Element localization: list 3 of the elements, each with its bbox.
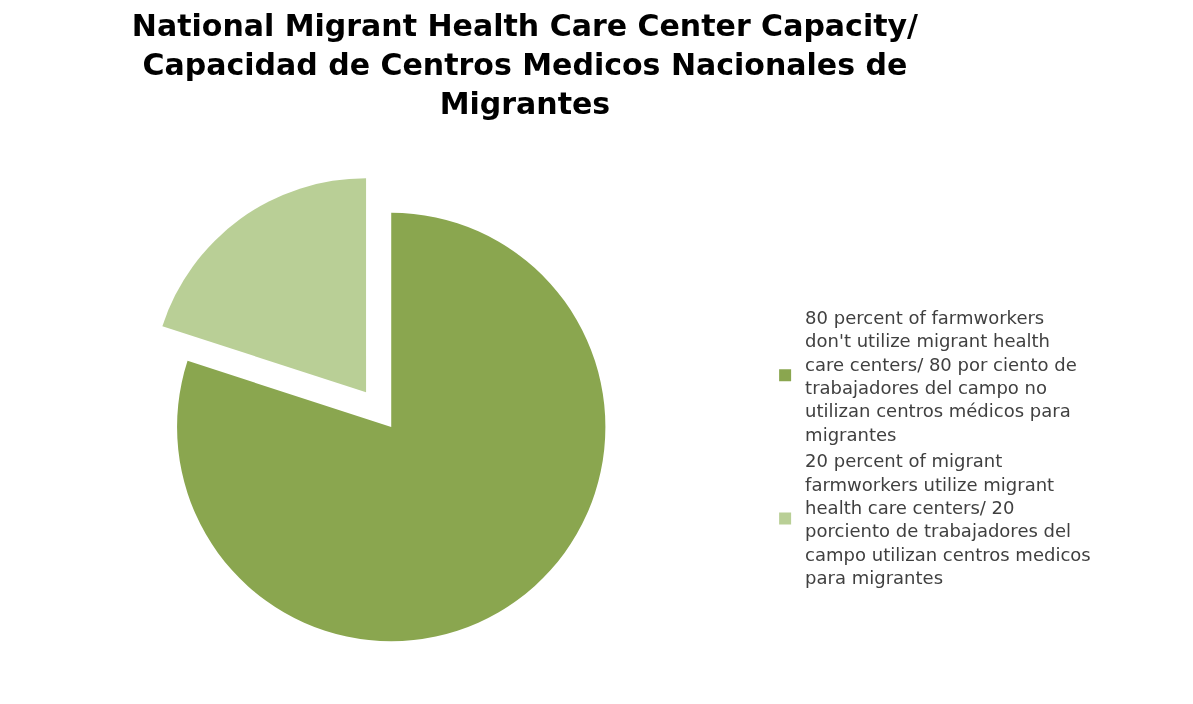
legend-label: 20 percent of migrant farmworkers utilize migrant health care centers/ 20 porciento de trabajadores del campo utilizan centros medicos para migrantes — [805, 450, 1091, 589]
legend-label: 80 percent of farmworkers don't utilize migrant health care centers/ 80 por ciento de trabajadores del campo no utilizan centros médicos para migrantes — [805, 306, 1077, 445]
chart-title: National Migrant Health Care Center Capacity/ Capacidad de Centros Medicos Nacionales de Migrantes — [131, 8, 919, 121]
